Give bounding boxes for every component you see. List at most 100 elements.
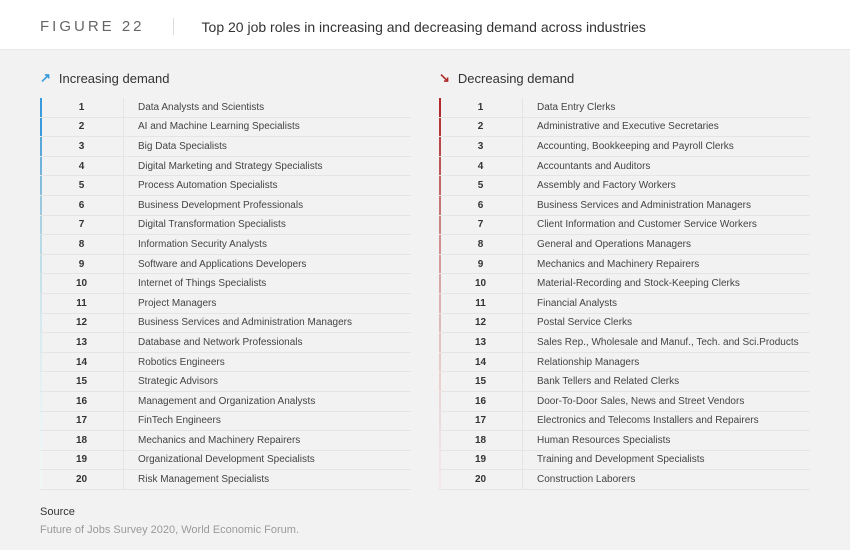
table-row: 8General and Operations Managers: [439, 235, 810, 255]
role-cell: Sales Rep., Wholesale and Manuf., Tech. …: [523, 333, 810, 352]
role-cell: Big Data Specialists: [124, 137, 411, 156]
table-row: 17FinTech Engineers: [40, 412, 411, 432]
rank-value: 14: [475, 357, 486, 368]
table-row: 18 Mechanics and Machinery Repairers: [40, 431, 411, 451]
role-cell: Project Managers: [124, 294, 411, 313]
rank-cell: 5: [439, 176, 523, 195]
table-row: 12Business Services and Administration M…: [40, 314, 411, 334]
rank-tick: [40, 98, 42, 117]
role-cell: Business Services and Administration Man…: [124, 314, 411, 333]
table-row: 5Process Automation Specialists: [40, 176, 411, 196]
role-cell: Postal Service Clerks: [523, 314, 810, 333]
rank-value: 18: [475, 435, 486, 446]
rank-value: 3: [478, 141, 484, 152]
table-row: 6Business Services and Administration Ma…: [439, 196, 810, 216]
table-row: 3 Accounting, Bookkeeping and Payroll Cle…: [439, 137, 810, 157]
role-cell: Administrative and Executive Secretaries: [523, 118, 810, 137]
role-cell: Mechanics and Machinery Repairers: [523, 255, 810, 274]
rank-cell: 17: [439, 412, 523, 431]
rank-value: 12: [475, 317, 486, 328]
rank-cell: 10: [439, 274, 523, 293]
rank-cell: 18: [40, 431, 124, 450]
rank-cell: 18: [439, 431, 523, 450]
rank-value: 15: [76, 376, 87, 387]
table-row: 20Risk Management Specialists: [40, 470, 411, 490]
rank-tick: [439, 412, 441, 431]
role-cell: Construction Laborers: [523, 470, 810, 489]
rank-tick: [40, 333, 42, 352]
role-cell: Door-To-Door Sales, News and Street Vend…: [523, 392, 810, 411]
rank-value: 1: [79, 102, 85, 113]
rank-cell: 19: [40, 451, 124, 470]
rank-tick: [439, 274, 441, 293]
rank-value: 20: [475, 474, 486, 485]
role-cell: Client Information and Customer Service …: [523, 216, 810, 235]
role-cell: Relationship Managers: [523, 353, 810, 372]
rank-tick: [40, 176, 42, 195]
rank-cell: 16: [439, 392, 523, 411]
role-cell: Internet of Things Specialists: [124, 274, 411, 293]
rank-tick: [40, 157, 42, 176]
table-row: 12 Postal Service Clerks: [439, 314, 810, 334]
role-cell: Risk Management Specialists: [124, 470, 411, 489]
rank-value: 18: [76, 435, 87, 446]
rank-cell: 8: [40, 235, 124, 254]
table-row: 6Business Development Professionals: [40, 196, 411, 216]
rank-tick: [439, 196, 441, 215]
rank-tick: [439, 157, 441, 176]
rank-tick: [439, 176, 441, 195]
table-row: 9Software and Applications Developers: [40, 255, 411, 275]
figure-header: FIGURE 22 Top 20 job roles in increasing…: [0, 0, 850, 50]
rank-cell: 16: [40, 392, 124, 411]
rank-cell: 13: [40, 333, 124, 352]
rank-cell: 3: [40, 137, 124, 156]
table-row: 14 Relationship Managers: [439, 353, 810, 373]
rank-value: 11: [475, 298, 486, 309]
rank-cell: 12: [439, 314, 523, 333]
rank-cell: 15: [439, 372, 523, 391]
rank-value: 6: [478, 200, 484, 211]
rank-cell: 14: [439, 353, 523, 372]
table-row: 15Strategic Advisors: [40, 372, 411, 392]
table-row: 4Digital Marketing and Strategy Speciali…: [40, 157, 411, 177]
rank-cell: 2: [40, 118, 124, 137]
rank-value: 13: [76, 337, 87, 348]
rank-cell: 4: [40, 157, 124, 176]
role-cell: Training and Development Specialists: [523, 451, 810, 470]
rank-cell: 3: [439, 137, 523, 156]
rank-value: 2: [79, 121, 85, 132]
source-text: Future of Jobs Survey 2020, World Econom…: [40, 524, 810, 536]
role-cell: Organizational Development Specialists: [124, 451, 411, 470]
role-cell: Accounting, Bookkeeping and Payroll Cler…: [523, 137, 810, 156]
rank-tick: [439, 392, 441, 411]
rank-tick: [439, 353, 441, 372]
role-cell: Database and Network Professionals: [124, 333, 411, 352]
role-cell: Mechanics and Machinery Repairers: [124, 431, 411, 450]
rank-tick: [439, 314, 441, 333]
rank-value: 7: [478, 219, 484, 230]
role-cell: Management and Organization Analysts: [124, 392, 411, 411]
rank-value: 11: [76, 298, 87, 309]
rank-tick: [439, 137, 441, 156]
table-row: 17Electronics and Telecoms Installers an…: [439, 412, 810, 432]
rank-cell: 12: [40, 314, 124, 333]
rank-cell: 2: [439, 118, 523, 137]
role-cell: General and Operations Managers: [523, 235, 810, 254]
table-row: 16Management and Organization Analysts: [40, 392, 411, 412]
rank-cell: 4: [439, 157, 523, 176]
rank-tick: [40, 431, 42, 450]
increasing-column: ↗ Increasing demand 1Data Analysts and S…: [40, 70, 411, 490]
rank-cell: 11: [40, 294, 124, 313]
figure-title: Top 20 job roles in increasing and decre…: [202, 19, 646, 35]
table-row: 10Internet of Things Specialists: [40, 274, 411, 294]
role-cell: Robotics Engineers: [124, 353, 411, 372]
rank-tick: [40, 451, 42, 470]
role-cell: Software and Applications Developers: [124, 255, 411, 274]
table-row: 5Assembly and Factory Workers: [439, 176, 810, 196]
role-cell: FinTech Engineers: [124, 412, 411, 431]
rank-value: 6: [79, 200, 85, 211]
rank-value: 17: [475, 415, 486, 426]
rank-tick: [439, 98, 441, 117]
rank-value: 2: [478, 121, 484, 132]
role-cell: Assembly and Factory Workers: [523, 176, 810, 195]
